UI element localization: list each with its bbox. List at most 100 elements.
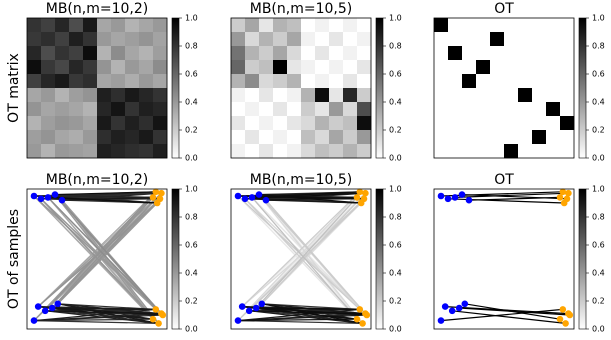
heatmap-cell: [153, 74, 168, 89]
heatmap-cell: [231, 102, 246, 117]
heatmap-cell: [27, 74, 42, 89]
axes-frame: [433, 188, 575, 330]
heatmap-cell: [532, 130, 547, 145]
heatmap-cell: [546, 102, 561, 117]
heatmap-cell: [560, 60, 575, 75]
heatmap-cell: [434, 18, 449, 33]
heatmap-cell: [287, 60, 302, 75]
heatmap-cell: [259, 18, 274, 33]
transport-line: [37, 191, 157, 308]
heatmap-cell: [69, 18, 84, 33]
heatmap-cell: [153, 102, 168, 117]
source-point: [248, 194, 256, 201]
heatmap-cell: [83, 32, 98, 47]
heatmap-cell: [287, 130, 302, 145]
heatmap-cell: [273, 60, 288, 75]
heatmap-cell: [343, 46, 358, 61]
heatmap-cell: [476, 144, 491, 159]
target-point: [556, 194, 564, 201]
heatmap-cell: [55, 18, 70, 33]
heatmap-cell: [315, 18, 330, 33]
heatmap-cell: [125, 32, 140, 47]
heatmap-cell: [504, 18, 519, 33]
heatmap-cell: [273, 46, 288, 61]
heatmap-cell: [55, 144, 70, 159]
heatmap-cell: [357, 18, 372, 33]
heatmap-cell: [259, 74, 274, 89]
heatmap-cell: [357, 46, 372, 61]
heatmap-cell: [462, 88, 477, 103]
heatmap-cell: [273, 88, 288, 103]
heatmap-cell: [153, 60, 168, 75]
heatmap-cell: [301, 88, 316, 103]
colorbar-tick-label: 1.0: [185, 14, 198, 23]
transport-line: [237, 202, 362, 322]
heatmap-cell: [301, 130, 316, 145]
heatmap-cell: [560, 18, 575, 33]
heatmap-cell: [560, 88, 575, 103]
transport-line: [251, 197, 358, 320]
heatmap-cell: [27, 130, 42, 145]
heatmap-cell: [560, 74, 575, 89]
panel-4: MB(n,m=10,5) 0.0 0.2 0.4 0.6 0.8 1.0: [230, 172, 402, 334]
source-point: [444, 195, 452, 203]
target-point: [560, 199, 568, 207]
colorbar-tick-label: 0.8: [592, 213, 605, 222]
heatmap-cell: [259, 88, 274, 103]
row-label: OT of samples: [6, 209, 22, 309]
source-point: [437, 317, 445, 324]
heatmap-cell: [504, 130, 519, 145]
heatmap-cell: [504, 32, 519, 47]
heatmap-cell: [245, 18, 260, 33]
colorbar-tick-label: 0.2: [592, 297, 605, 306]
heatmap-cell: [504, 60, 519, 75]
colorbar-tick-label: 0.0: [389, 154, 402, 163]
heatmap-cell: [490, 88, 505, 103]
heatmap-cell: [518, 18, 533, 33]
heatmap-cell: [83, 60, 98, 75]
source-point: [58, 196, 66, 204]
transport-line: [237, 308, 360, 322]
heatmap-cell: [343, 102, 358, 117]
transport-line: [251, 191, 360, 198]
transport-line: [265, 199, 368, 316]
heatmap-cell: [97, 74, 112, 89]
heatmap-cell: [125, 60, 140, 75]
heatmap-cell: [259, 130, 274, 145]
heatmap-cell: [153, 18, 168, 33]
heatmap-cell: [329, 32, 344, 47]
heatmap-cell: [518, 102, 533, 117]
target-point: [562, 320, 569, 327]
heatmap-cell: [490, 116, 505, 131]
colorbar-tick-label: 0.2: [389, 297, 402, 306]
heatmap-cell: [343, 60, 358, 75]
colorbar-tick-label: 0.0: [185, 325, 198, 334]
target-point: [356, 306, 364, 313]
target-point: [153, 199, 161, 207]
heatmap-cell: [287, 18, 302, 33]
heatmap-cell: [83, 46, 98, 61]
heatmap-cell: [315, 46, 330, 61]
source-point: [465, 196, 473, 204]
heatmap-cell: [55, 88, 70, 103]
heatmap-cell: [97, 130, 112, 145]
heatmap-cell: [434, 88, 449, 103]
heatmap-cell: [55, 130, 70, 145]
colorbar-tick-label: 0.4: [592, 98, 605, 107]
heatmap-cell: [476, 46, 491, 61]
source-point: [234, 192, 242, 200]
heatmap-cell: [329, 60, 344, 75]
panel-1: MB(n,m=10,5) 0.0 0.2 0.4 0.6 0.8 1.0: [230, 1, 402, 163]
heatmap-cell: [273, 130, 288, 145]
heatmap-cell: [301, 60, 316, 75]
colorbar-tick-label: 0.4: [185, 98, 198, 107]
row-label: OT matrix: [6, 53, 22, 123]
source-point: [30, 192, 38, 200]
target-point: [362, 189, 369, 197]
heatmap-cell: [546, 60, 561, 75]
heatmap-cell: [27, 32, 42, 47]
source-point: [258, 300, 266, 308]
transport-line: [52, 307, 156, 310]
heatmap-cell: [111, 88, 126, 103]
heatmap-cell: [287, 32, 302, 47]
